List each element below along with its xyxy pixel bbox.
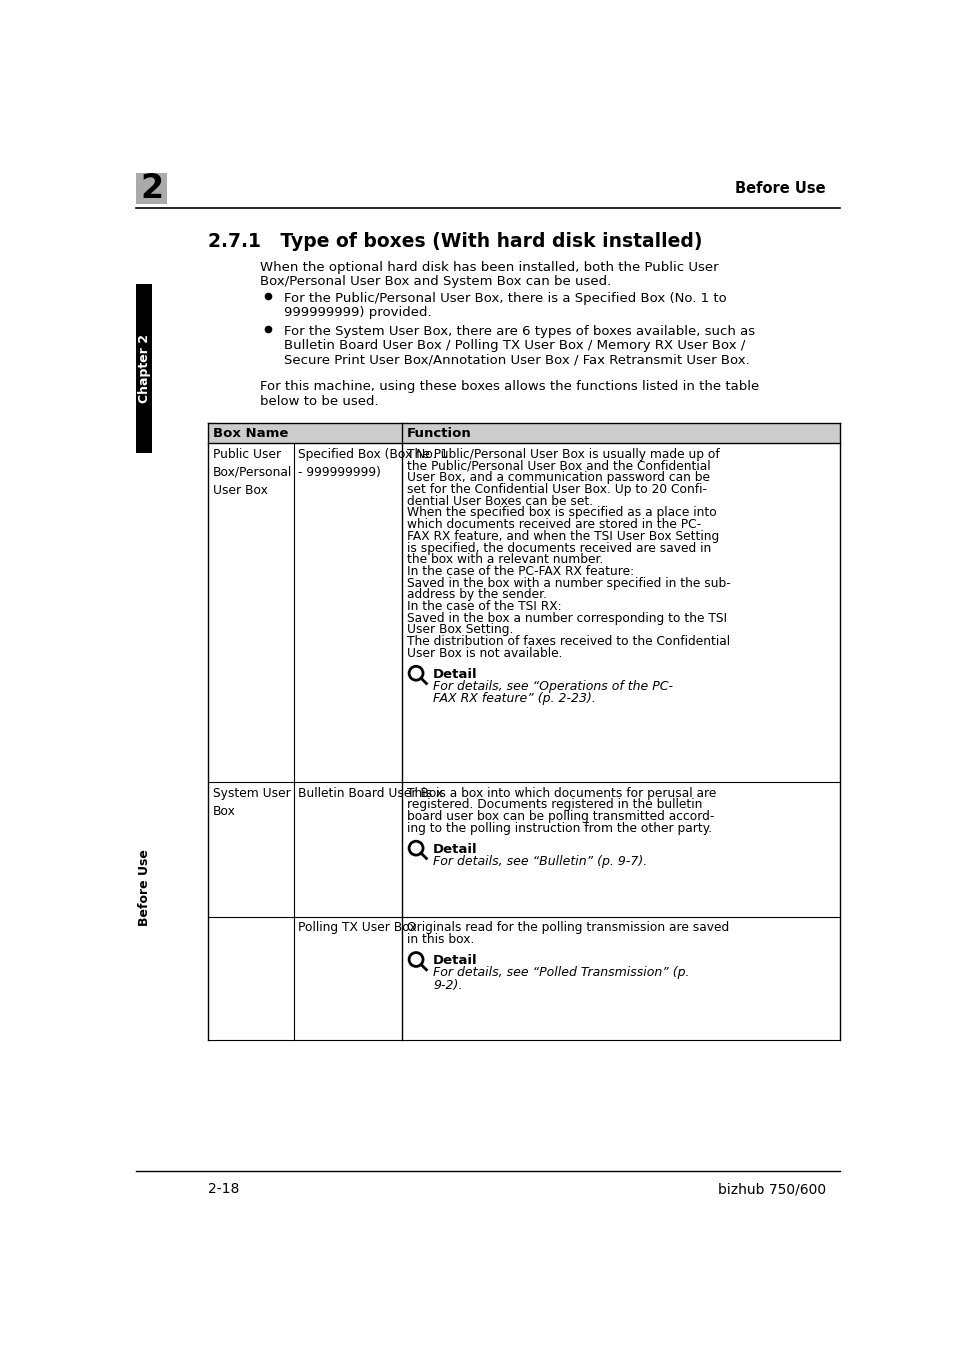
Text: registered. Documents registered in the bulletin: registered. Documents registered in the … xyxy=(406,799,701,811)
Text: The distribution of faxes received to the Confidential: The distribution of faxes received to th… xyxy=(406,635,729,648)
Text: the box with a relevant number.: the box with a relevant number. xyxy=(406,553,602,566)
Text: Function: Function xyxy=(406,427,471,439)
Text: For details, see “Polled Transmission” (p.: For details, see “Polled Transmission” (… xyxy=(433,967,689,979)
Text: Specified Box (Box No. 1
- 999999999): Specified Box (Box No. 1 - 999999999) xyxy=(298,448,448,479)
Text: Bulletin Board User Box / Polling TX User Box / Memory RX User Box /: Bulletin Board User Box / Polling TX Use… xyxy=(283,339,744,353)
FancyBboxPatch shape xyxy=(136,173,167,204)
Text: in this box.: in this box. xyxy=(406,933,474,946)
Text: Polling TX User Box: Polling TX User Box xyxy=(298,922,416,934)
Text: FAX RX feature, and when the TSI User Box Setting: FAX RX feature, and when the TSI User Bo… xyxy=(406,530,719,544)
Text: The Public/Personal User Box is usually made up of: The Public/Personal User Box is usually … xyxy=(406,448,719,461)
Text: For the Public/Personal User Box, there is a Specified Box (No. 1 to: For the Public/Personal User Box, there … xyxy=(283,292,725,304)
Text: In the case of the PC-FAX RX feature:: In the case of the PC-FAX RX feature: xyxy=(406,565,633,577)
Text: 2.7.1   Type of boxes (With hard disk installed): 2.7.1 Type of boxes (With hard disk inst… xyxy=(208,231,702,250)
Text: Bulletin Board User Box: Bulletin Board User Box xyxy=(298,787,443,800)
Text: 2: 2 xyxy=(140,172,163,206)
Text: Before Use: Before Use xyxy=(137,849,151,926)
Text: Secure Print User Box/Annotation User Box / Fax Retransmit User Box.: Secure Print User Box/Annotation User Bo… xyxy=(283,354,748,366)
Text: Box Name: Box Name xyxy=(213,427,288,439)
Text: Box/Personal User Box and System Box can be used.: Box/Personal User Box and System Box can… xyxy=(260,276,611,288)
Text: User Box Setting.: User Box Setting. xyxy=(406,623,513,637)
Text: User Box is not available.: User Box is not available. xyxy=(406,646,561,660)
Text: For details, see “Operations of the PC-: For details, see “Operations of the PC- xyxy=(433,680,673,694)
Text: bizhub 750/600: bizhub 750/600 xyxy=(718,1183,825,1197)
Text: For this machine, using these boxes allows the functions listed in the table: For this machine, using these boxes allo… xyxy=(260,380,759,393)
Text: 999999999) provided.: 999999999) provided. xyxy=(283,307,431,319)
Text: Saved in the box a number corresponding to the TSI: Saved in the box a number corresponding … xyxy=(406,611,726,625)
Text: FAX RX feature” (p. 2-23).: FAX RX feature” (p. 2-23). xyxy=(433,692,596,706)
FancyBboxPatch shape xyxy=(136,284,152,453)
Text: Detail: Detail xyxy=(433,955,477,967)
Text: 2-18: 2-18 xyxy=(208,1183,239,1197)
Text: Before Use: Before Use xyxy=(735,181,825,196)
Text: For the System User Box, there are 6 types of boxes available, such as: For the System User Box, there are 6 typ… xyxy=(283,324,754,338)
Text: Detail: Detail xyxy=(433,842,477,856)
Text: When the optional hard disk has been installed, both the Public User: When the optional hard disk has been ins… xyxy=(260,261,719,274)
Text: When the specified box is specified as a place into: When the specified box is specified as a… xyxy=(406,507,716,519)
FancyBboxPatch shape xyxy=(208,423,840,443)
Text: Originals read for the polling transmission are saved: Originals read for the polling transmiss… xyxy=(406,922,728,934)
Text: In the case of the TSI RX:: In the case of the TSI RX: xyxy=(406,600,560,612)
Text: address by the sender.: address by the sender. xyxy=(406,588,546,602)
Text: Detail: Detail xyxy=(433,668,477,681)
Text: board user box can be polling transmitted accord-: board user box can be polling transmitte… xyxy=(406,810,714,823)
Text: below to be used.: below to be used. xyxy=(260,395,378,408)
Text: is specified, the documents received are saved in: is specified, the documents received are… xyxy=(406,542,710,554)
Text: For details, see “Bulletin” (p. 9-7).: For details, see “Bulletin” (p. 9-7). xyxy=(433,854,647,868)
Text: set for the Confidential User Box. Up to 20 Confi-: set for the Confidential User Box. Up to… xyxy=(406,483,706,496)
Text: ing to the polling instruction from the other party.: ing to the polling instruction from the … xyxy=(406,822,711,834)
Text: Public User
Box/Personal
User Box: Public User Box/Personal User Box xyxy=(213,448,292,498)
Text: Chapter 2: Chapter 2 xyxy=(137,334,151,403)
Text: dential User Boxes can be set.: dential User Boxes can be set. xyxy=(406,495,592,508)
Text: System User
Box: System User Box xyxy=(213,787,291,818)
Text: This is a box into which documents for perusal are: This is a box into which documents for p… xyxy=(406,787,716,800)
FancyBboxPatch shape xyxy=(136,831,152,944)
Text: the Public/Personal User Box and the Confidential: the Public/Personal User Box and the Con… xyxy=(406,460,710,473)
Text: which documents received are stored in the PC-: which documents received are stored in t… xyxy=(406,518,700,531)
Text: User Box, and a communication password can be: User Box, and a communication password c… xyxy=(406,472,709,484)
Text: 9-2).: 9-2). xyxy=(433,979,462,992)
Text: Saved in the box with a number specified in the sub-: Saved in the box with a number specified… xyxy=(406,577,730,589)
